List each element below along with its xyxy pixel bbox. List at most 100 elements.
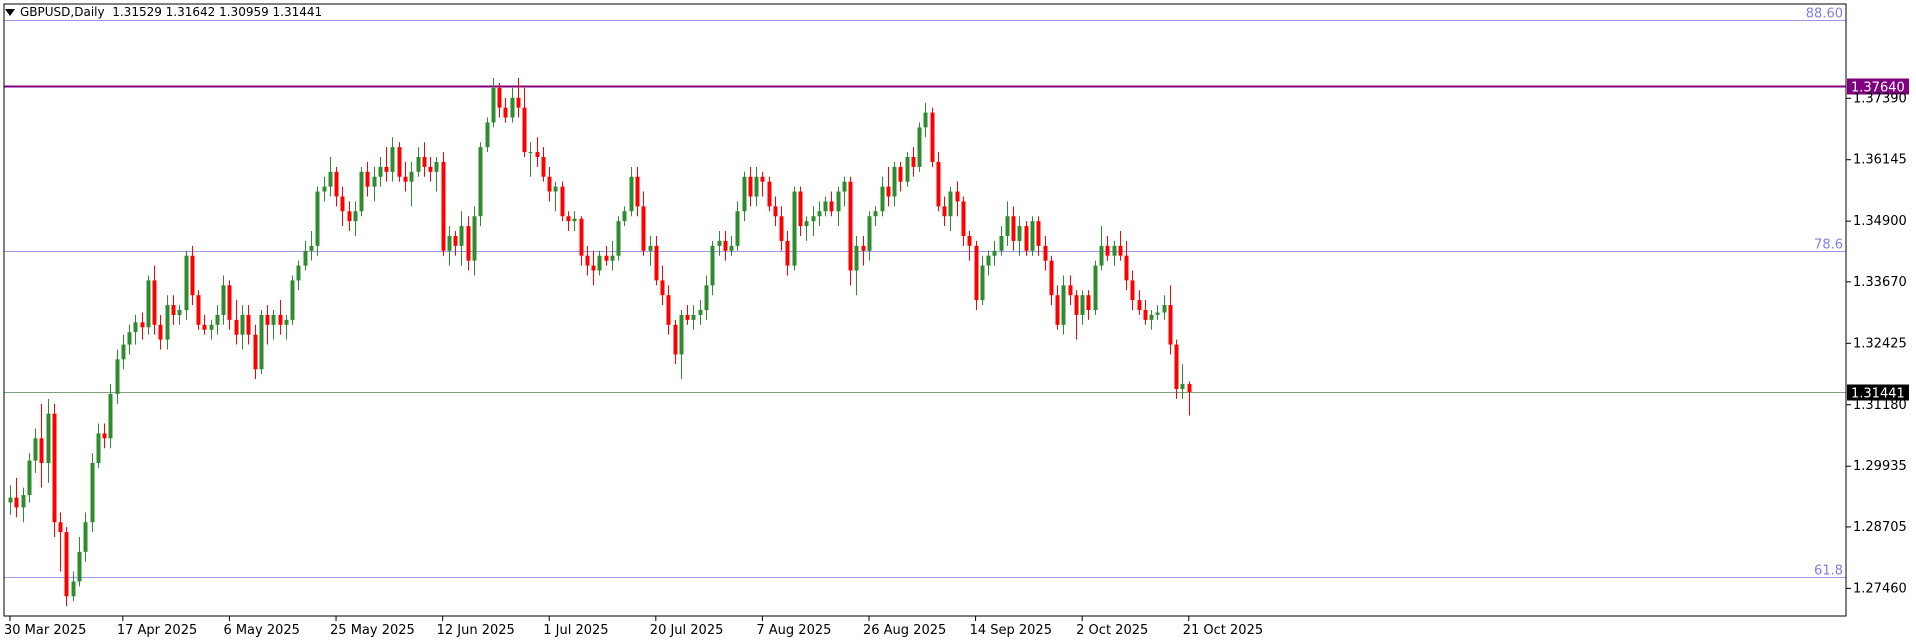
candle — [1017, 216, 1022, 256]
candle — [829, 191, 834, 217]
candle — [221, 275, 226, 325]
candle — [560, 181, 565, 222]
candle-body — [21, 495, 26, 508]
candle — [21, 487, 26, 523]
candle-body — [209, 324, 214, 330]
candle — [472, 206, 477, 276]
candle-body — [1149, 314, 1154, 320]
y-tick-label: 1.33670 — [1853, 275, 1907, 290]
ohlc-values: 1.31529 1.31642 1.30959 1.31441 — [112, 5, 323, 19]
candle — [553, 181, 558, 212]
candle — [71, 571, 76, 602]
candle — [146, 275, 151, 335]
candle — [836, 186, 841, 227]
resistance-level-tag — [1847, 78, 1909, 95]
candle-body — [1105, 245, 1110, 256]
candle-body — [133, 322, 138, 333]
candle-body — [71, 581, 76, 597]
candle-body — [754, 176, 759, 197]
candle — [196, 290, 201, 330]
candle-body — [271, 314, 276, 325]
candle — [873, 206, 878, 227]
x-tick-label: 25 May 2025 — [330, 623, 415, 638]
candle-body — [1187, 384, 1192, 392]
candle-body — [854, 245, 859, 271]
candle-body — [811, 216, 816, 222]
candle-body — [848, 181, 853, 271]
candle — [1162, 295, 1167, 320]
candle — [804, 216, 809, 241]
candle — [980, 255, 985, 306]
candle-body — [622, 211, 627, 222]
candle-body — [90, 463, 95, 523]
candle-body — [390, 147, 395, 172]
candle-body — [453, 235, 458, 246]
candle-body — [259, 314, 264, 370]
y-tick-label: 1.28705 — [1853, 520, 1907, 535]
candle-body — [64, 532, 69, 597]
candle — [1068, 275, 1073, 306]
candle-body — [353, 211, 358, 222]
candle — [177, 305, 182, 325]
candle-body — [1074, 295, 1079, 315]
candle-body — [804, 221, 809, 227]
candle — [673, 319, 678, 365]
candle-body — [666, 295, 671, 325]
candle-body — [472, 216, 477, 261]
candle-body — [290, 280, 295, 320]
candle — [322, 176, 327, 202]
candle-body — [127, 332, 132, 345]
candle-body — [867, 216, 872, 251]
candle-body — [528, 152, 533, 154]
candle — [622, 206, 627, 227]
candle-body — [961, 201, 966, 236]
candle — [572, 211, 577, 232]
x-tick-label: 30 Mar 2025 — [4, 623, 86, 638]
candle-body — [923, 112, 928, 128]
candle — [202, 314, 207, 335]
candle-body — [409, 171, 414, 182]
candle — [1155, 305, 1160, 320]
candle-body — [284, 319, 289, 325]
candle — [1074, 290, 1079, 340]
candle — [710, 240, 715, 296]
candle-body — [1162, 305, 1167, 313]
candle-body — [1017, 226, 1022, 241]
candle-body — [491, 87, 496, 123]
candle — [1036, 216, 1041, 256]
candle-body — [1080, 295, 1085, 315]
candle-body — [823, 201, 828, 212]
candle — [227, 280, 232, 330]
candle — [365, 161, 370, 197]
candle — [1149, 310, 1154, 330]
candle-body — [1130, 280, 1135, 301]
candle-body — [1118, 245, 1123, 256]
candle — [165, 295, 170, 350]
candle — [296, 260, 301, 291]
candle — [691, 305, 696, 330]
candle-body — [177, 310, 182, 315]
candle — [1093, 260, 1098, 315]
candle-body — [1155, 312, 1160, 315]
candle-body — [1137, 300, 1142, 310]
candle — [96, 423, 101, 468]
candle — [416, 147, 421, 177]
candle-body — [340, 196, 345, 212]
candle-body — [39, 438, 44, 463]
candle — [955, 181, 960, 217]
candle-body — [1086, 295, 1091, 310]
dropdown-triangle-icon[interactable] — [5, 9, 15, 16]
candle — [240, 305, 245, 350]
candle-body — [347, 211, 352, 222]
candle — [1086, 290, 1091, 320]
x-tick-label: 26 Aug 2025 — [863, 623, 946, 638]
x-tick-label: 6 May 2025 — [223, 623, 300, 638]
candle — [246, 305, 251, 345]
candle — [1043, 235, 1048, 271]
candle — [817, 201, 822, 227]
chart-header: GBPUSD,Daily 1.31529 1.31642 1.30959 1.3… — [5, 5, 322, 19]
candle — [127, 324, 132, 355]
candle — [209, 319, 214, 340]
